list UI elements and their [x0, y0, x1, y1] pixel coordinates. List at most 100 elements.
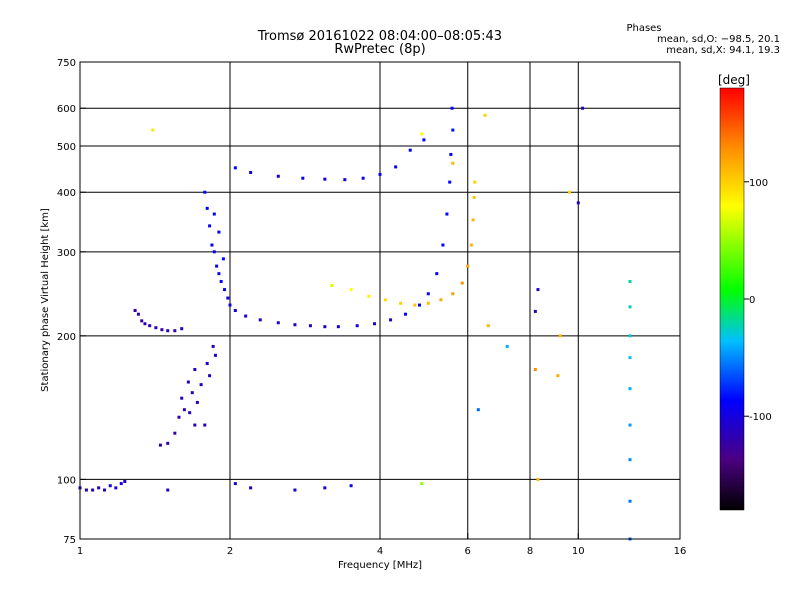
- data-point: [483, 113, 487, 117]
- data-point: [451, 292, 455, 296]
- data-point: [426, 301, 430, 305]
- data-point: [180, 396, 184, 400]
- data-point: [195, 400, 199, 404]
- data-point: [330, 283, 334, 287]
- data-point: [233, 308, 237, 312]
- data-point: [223, 288, 227, 292]
- data-point: [91, 488, 95, 492]
- data-point: [349, 288, 353, 292]
- data-point: [451, 161, 455, 165]
- x-tick-label: 2: [227, 546, 233, 557]
- data-point: [336, 325, 340, 329]
- data-point: [628, 305, 632, 309]
- x-tick-label: 1: [77, 546, 83, 557]
- data-point: [426, 292, 430, 296]
- data-point: [244, 314, 248, 318]
- data-point: [180, 327, 184, 331]
- data-point: [536, 288, 540, 292]
- data-point: [166, 488, 170, 492]
- data-point: [148, 324, 152, 328]
- data-point: [213, 353, 217, 357]
- chart-title: Tromsø 20161022 08:04:00–08:05:43: [257, 29, 502, 44]
- data-point: [188, 411, 192, 415]
- data-point: [258, 318, 262, 322]
- data-point: [136, 312, 140, 316]
- data-point: [182, 408, 186, 412]
- data-point: [212, 250, 216, 254]
- data-point: [193, 367, 197, 371]
- y-tick-label: 600: [57, 104, 76, 115]
- data-point: [151, 128, 155, 132]
- data-point: [473, 180, 477, 184]
- data-point: [355, 324, 359, 328]
- data-point: [160, 328, 164, 332]
- data-point: [173, 329, 177, 333]
- data-point: [628, 499, 632, 503]
- data-point: [293, 488, 297, 492]
- data-point: [450, 106, 454, 110]
- data-point: [143, 322, 147, 326]
- data-point: [210, 243, 214, 247]
- data-point: [323, 325, 327, 329]
- grid-lines: [80, 62, 680, 539]
- data-point: [349, 484, 353, 488]
- data-point: [219, 279, 223, 283]
- data-point: [173, 431, 177, 435]
- data-point: [166, 329, 170, 333]
- data-point: [323, 486, 327, 490]
- data-point: [97, 486, 101, 490]
- data-point: [361, 176, 365, 180]
- y-axis-ticks: 75 100 200 300 400 500 600 750: [57, 58, 86, 546]
- data-point: [441, 243, 445, 247]
- colorbar-tick-label: 100: [749, 178, 768, 189]
- data-point: [536, 477, 540, 481]
- data-point: [212, 212, 216, 216]
- data-point: [217, 272, 221, 276]
- data-point: [476, 408, 480, 412]
- data-point: [233, 482, 237, 486]
- data-point: [408, 148, 412, 152]
- data-point: [439, 298, 443, 302]
- data-point: [628, 279, 632, 283]
- data-point: [276, 321, 280, 325]
- stats-heading: Phases: [626, 23, 661, 34]
- data-point: [226, 296, 230, 300]
- data-point: [208, 224, 212, 228]
- colorbar-tick-label: 0: [749, 295, 755, 306]
- y-tick-label: 75: [63, 535, 76, 546]
- data-point: [628, 356, 632, 360]
- data-point: [323, 177, 327, 181]
- x-tick-label: 6: [465, 546, 471, 557]
- data-point: [205, 206, 209, 210]
- data-point: [233, 166, 237, 170]
- data-point: [308, 324, 312, 328]
- data-point: [211, 344, 215, 348]
- data-point: [228, 303, 232, 307]
- x-tick-label: 8: [527, 546, 533, 557]
- data-point: [628, 458, 632, 462]
- data-point: [556, 374, 560, 378]
- data-point: [394, 165, 398, 169]
- data-point: [249, 486, 253, 490]
- data-point: [186, 380, 190, 384]
- colorbar-label: [deg]: [718, 73, 750, 87]
- data-point: [422, 138, 426, 142]
- x-tick-label: 16: [674, 546, 687, 557]
- data-point: [448, 180, 452, 184]
- data-point: [190, 391, 194, 395]
- y-tick-label: 300: [57, 248, 76, 259]
- data-point: [466, 264, 470, 268]
- data-point: [158, 443, 162, 447]
- data-point: [628, 334, 632, 338]
- data-point: [293, 323, 297, 327]
- x-axis-label: Frequency [MHz]: [338, 560, 422, 571]
- data-point: [449, 152, 453, 156]
- data-point: [367, 294, 371, 298]
- chart-subtitle: RwPretec (8p): [334, 42, 425, 57]
- x-tick-label: 10: [572, 546, 585, 557]
- data-point: [215, 264, 219, 268]
- data-point: [84, 488, 88, 492]
- data-point: [193, 423, 197, 427]
- data-point: [208, 374, 212, 378]
